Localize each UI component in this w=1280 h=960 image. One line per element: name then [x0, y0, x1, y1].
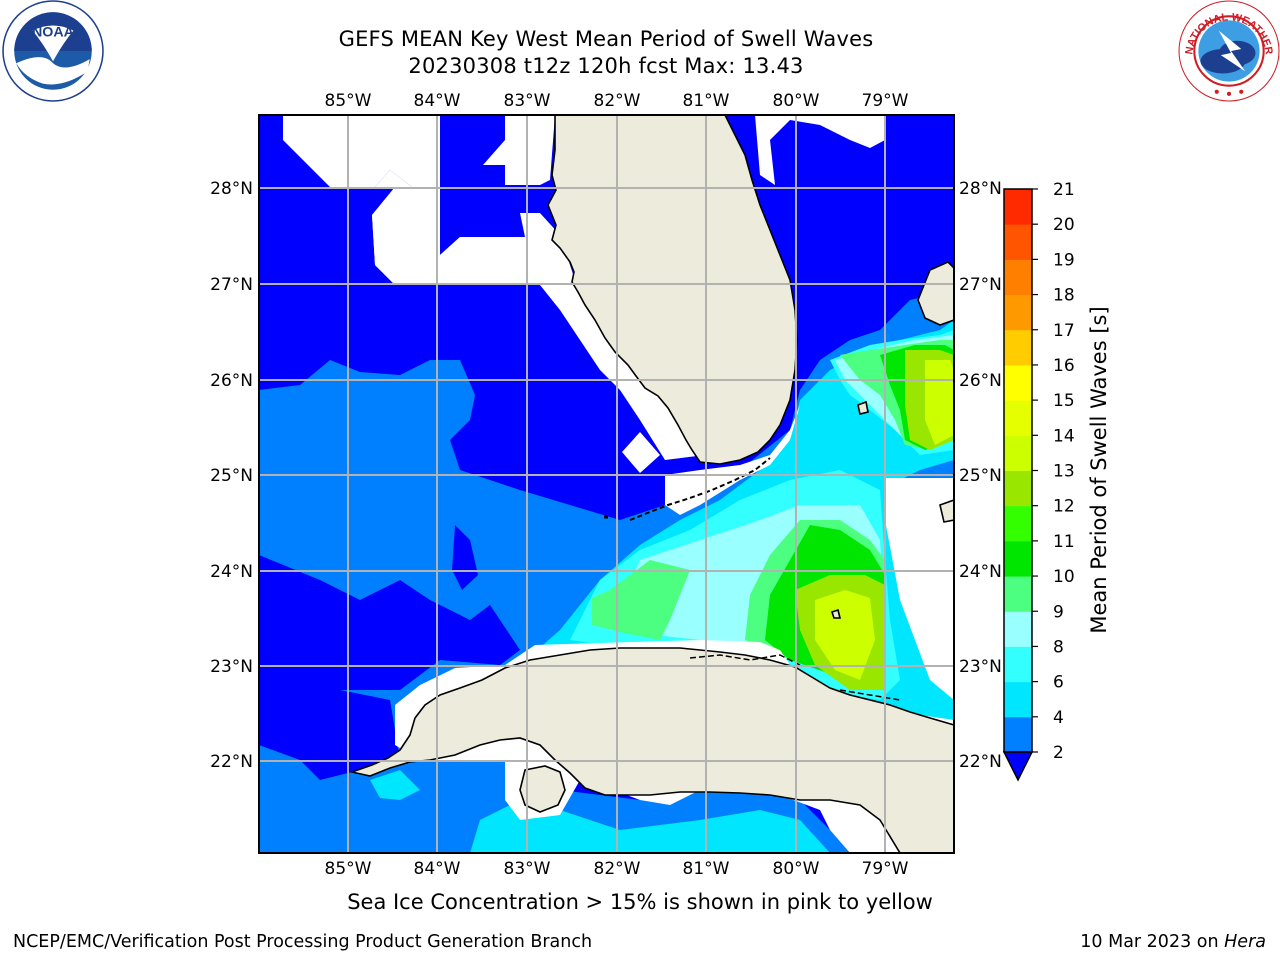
- colorbar-label: Mean Period of Swell Waves [s]: [1087, 306, 1111, 633]
- lat-labels-right: 28°N 27°N 26°N 25°N 24°N 23°N 22°N: [959, 179, 1002, 772]
- lat-label: 27°N: [210, 275, 253, 295]
- colorbar-tick-label: 13: [1053, 462, 1075, 482]
- footer-date-text: 10 Mar 2023 on: [1080, 932, 1225, 952]
- footer-host: Hera: [1224, 932, 1266, 952]
- lat-labels-left: 28°N 27°N 26°N 25°N 24°N 23°N 22°N: [210, 179, 253, 772]
- lat-label: 25°N: [210, 466, 253, 486]
- colorbar-segment: [1004, 329, 1032, 366]
- colorbar-segment: [1004, 540, 1032, 577]
- graticule: [259, 115, 954, 853]
- lon-label: 85°W: [325, 859, 372, 879]
- lat-label: 22°N: [210, 752, 253, 772]
- footer-date: 10 Mar 2023 on Hera: [1080, 932, 1266, 952]
- lat-label: 28°N: [959, 179, 1002, 199]
- lon-label: 82°W: [594, 91, 641, 111]
- nws-logo: NATIONAL WEATHER SERVICE: [1178, 0, 1280, 102]
- colorbar-segment: [1004, 294, 1032, 331]
- lat-label: 26°N: [959, 371, 1002, 391]
- lon-labels-bottom: 85°W 84°W 83°W 82°W 81°W 80°W 79°W: [325, 859, 909, 879]
- lat-label: 23°N: [959, 657, 1002, 677]
- lon-label: 81°W: [683, 859, 730, 879]
- colorbar-tick-label: 8: [1053, 637, 1064, 657]
- colorbar-tick-label: 9: [1053, 602, 1064, 622]
- lon-label: 79°W: [862, 859, 909, 879]
- footer-credit: NCEP/EMC/Verification Post Processing Pr…: [13, 932, 593, 952]
- lat-label: 26°N: [210, 371, 253, 391]
- noaa-text: NOAA: [32, 25, 74, 41]
- colorbar-segment: [1004, 576, 1032, 612]
- colorbar-segment: [1004, 611, 1032, 647]
- colorbar-segment: [1004, 189, 1032, 225]
- colorbar-tick-label: 16: [1053, 356, 1075, 376]
- colorbar-segment: [1004, 505, 1032, 542]
- lat-label: 28°N: [210, 179, 253, 199]
- lat-label: 22°N: [959, 752, 1002, 772]
- land-masses: [349, 115, 954, 853]
- lon-label: 83°W: [504, 859, 551, 879]
- colorbar-tick-label: 2: [1053, 743, 1064, 763]
- lon-label: 80°W: [773, 91, 820, 111]
- lat-label: 24°N: [210, 562, 253, 582]
- lon-label: 84°W: [414, 91, 461, 111]
- colorbar-segment: [1004, 364, 1032, 401]
- florida-keys: [629, 457, 771, 521]
- colorbar-segment: [1004, 435, 1032, 471]
- colorbar-segment: [1004, 224, 1032, 260]
- lon-labels-top: 85°W 84°W 83°W 82°W 81°W 80°W 79°W: [325, 91, 909, 111]
- colorbar-segment: [1004, 646, 1032, 683]
- chart-title: GEFS MEAN Key West Mean Period of Swell …: [338, 27, 874, 51]
- colorbar-tick-label: 19: [1053, 250, 1075, 270]
- colorbar-tick-label: 15: [1053, 391, 1075, 411]
- florida-land: [547, 115, 798, 465]
- lon-label: 81°W: [683, 91, 730, 111]
- lat-label: 24°N: [959, 562, 1002, 582]
- map-frame: [258, 114, 955, 854]
- noaa-logo: NOAA: [2, 0, 104, 102]
- colorbar-segment: [1004, 681, 1032, 718]
- colorbar-tick-label: 20: [1053, 215, 1075, 235]
- colorbar-tick-label: 11: [1053, 532, 1075, 552]
- colorbar-tick-label: 18: [1053, 286, 1075, 306]
- colorbar: 2 4 6 8 9 10 11 12 13 14 15 16 17 18 19 20 21: [1002, 180, 1075, 782]
- lat-label: 23°N: [210, 657, 253, 677]
- colorbar-segment: [1004, 470, 1032, 507]
- swell-field-13-14: [815, 590, 875, 680]
- cuba-land: [349, 647, 954, 853]
- colorbar-segment: [1004, 716, 1032, 753]
- sea-ice-caption: Sea Ice Concentration > 15% is shown in …: [347, 890, 933, 914]
- lon-label: 82°W: [594, 859, 641, 879]
- lat-label: 25°N: [959, 466, 1002, 486]
- chart-subtitle: 20230308 t12z 120h fcst Max: 13.43: [408, 54, 804, 78]
- lon-label: 83°W: [504, 91, 551, 111]
- colorbar-tick-label: 4: [1053, 708, 1064, 728]
- map-area: [259, 115, 954, 853]
- lon-label: 79°W: [862, 91, 909, 111]
- isla-juventud-land: [519, 765, 566, 813]
- lon-label: 84°W: [414, 859, 461, 879]
- colorbar-extend-min: [1002, 751, 1034, 782]
- lon-label: 80°W: [773, 859, 820, 879]
- colorbar-tick-label: 10: [1053, 567, 1075, 587]
- colorbar-tick-label: 6: [1053, 673, 1064, 693]
- colorbar-segment: [1004, 400, 1032, 436]
- colorbar-tick-label: 14: [1053, 426, 1075, 446]
- colorbar-tick-label: 12: [1053, 497, 1075, 517]
- lat-label: 27°N: [959, 275, 1002, 295]
- colorbar-segment: [1004, 259, 1032, 296]
- lon-label: 85°W: [325, 91, 372, 111]
- colorbar-tick-label: 17: [1053, 321, 1075, 341]
- colorbar-tick-label: 21: [1053, 180, 1075, 200]
